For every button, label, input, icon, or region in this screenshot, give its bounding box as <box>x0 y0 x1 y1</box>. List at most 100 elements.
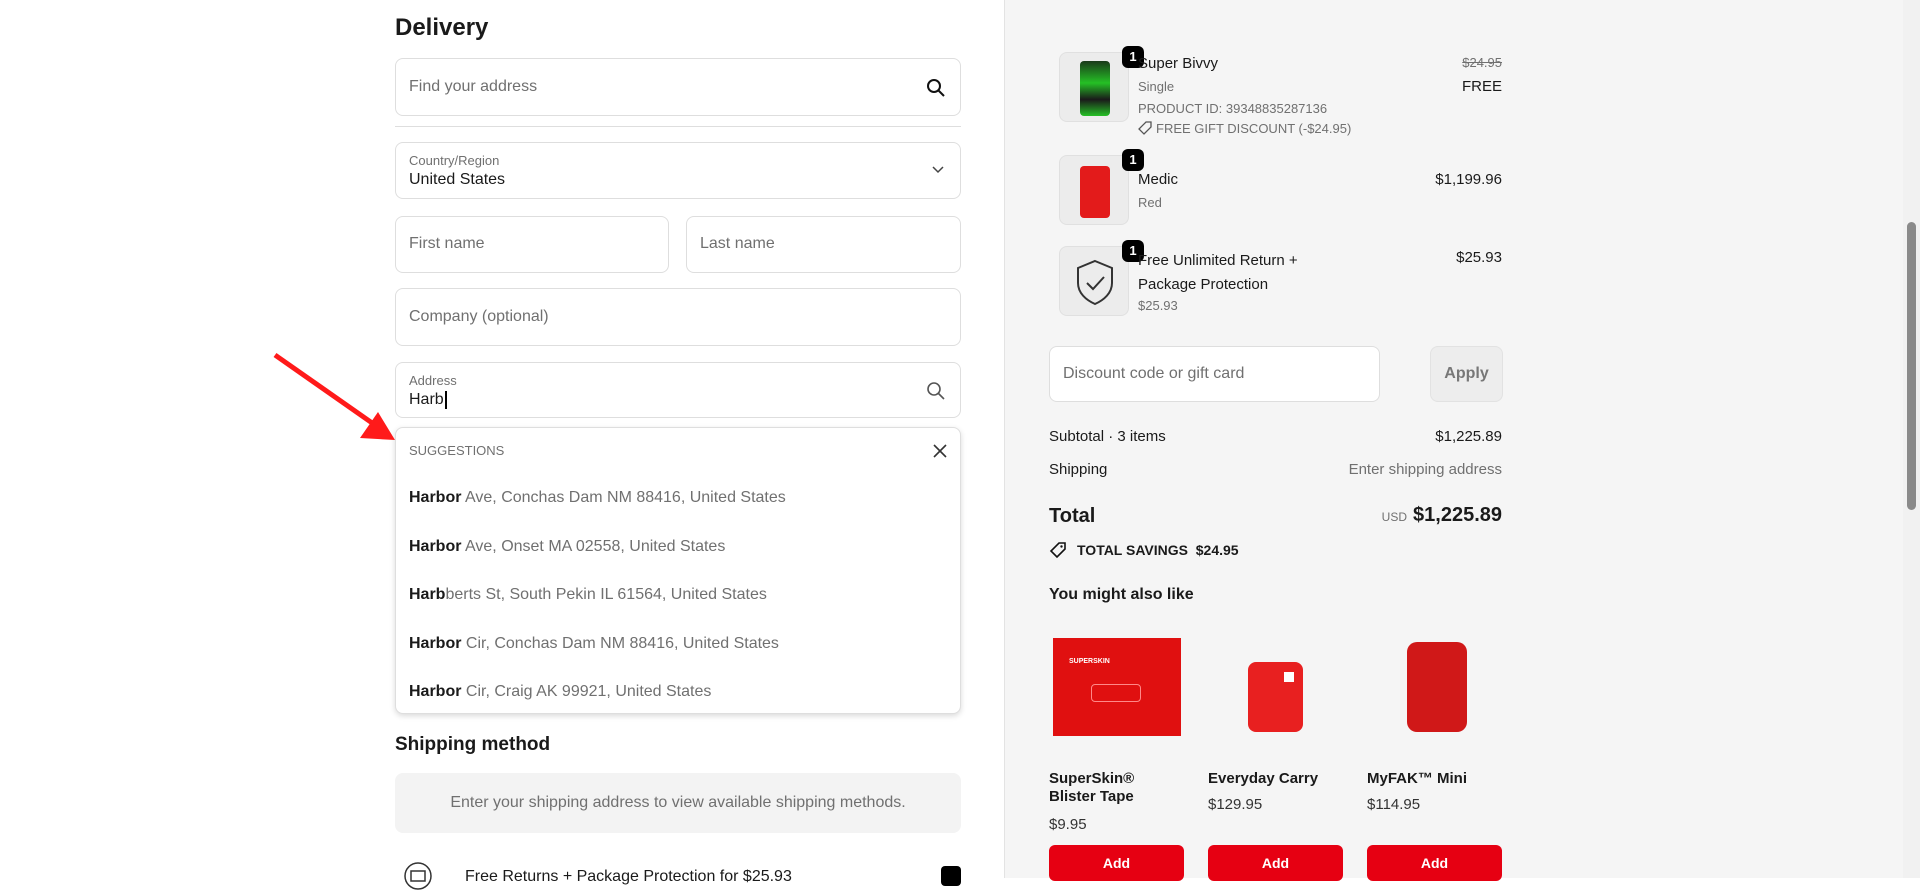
savings-label: TOTAL SAVINGS <box>1077 542 1188 558</box>
item-discount: FREE GIFT DISCOUNT (-$24.95) <box>1156 121 1352 136</box>
search-icon[interactable] <box>926 78 946 98</box>
savings-value: $24.95 <box>1195 542 1239 558</box>
company-input[interactable]: Company (optional) <box>395 288 961 346</box>
product-card: Everyday Carry $129.95 Add <box>1208 630 1343 881</box>
item-variant: Red <box>1138 195 1162 210</box>
subtotal-label: Subtotal · 3 items <box>1049 428 1166 445</box>
divider <box>395 126 961 127</box>
shield-check-icon <box>1077 259 1113 306</box>
total-amount: USD $1,225.89 <box>1382 504 1502 527</box>
apply-button[interactable]: Apply <box>1430 346 1503 402</box>
suggestions-header: SUGGESTIONS <box>409 443 505 458</box>
product-price: $114.95 <box>1367 796 1421 813</box>
total-savings: TOTAL SAVINGS $24.95 <box>1077 542 1239 558</box>
close-icon[interactable] <box>933 444 947 458</box>
suggestion-item[interactable]: Harbor Ave, Onset MA 02558, United State… <box>409 538 725 556</box>
suggestion-rest: Cir, Conchas Dam NM 88416, United States <box>461 635 779 652</box>
shipping-info-box: Enter your shipping address to view avai… <box>395 773 961 833</box>
shield-image <box>1059 246 1129 316</box>
last-name-input[interactable]: Last name <box>686 216 961 273</box>
search-icon[interactable] <box>926 381 946 401</box>
scrollbar-thumb[interactable] <box>1907 222 1916 510</box>
package-protection-checkbox[interactable] <box>941 866 961 886</box>
item-name: Medic <box>1138 171 1179 188</box>
delivery-title: Delivery <box>395 14 489 41</box>
suggestion-item[interactable]: Harbor Cir, Craig AK 99921, United State… <box>409 683 711 701</box>
quantity-badge: 1 <box>1122 240 1144 262</box>
chevron-down-icon <box>932 166 944 174</box>
suggestion-match: Harbor <box>409 683 462 700</box>
country-label: Country/Region <box>409 153 500 168</box>
country-value: United States <box>409 171 506 188</box>
total-label: Total <box>1049 505 1096 527</box>
suggestion-rest: Ave, Onset MA 02558, United States <box>461 538 726 555</box>
recommendations-title: You might also like <box>1049 586 1194 603</box>
company-placeholder: Company (optional) <box>409 308 549 325</box>
suggestion-match: Harbor <box>409 538 462 555</box>
subtotal-value: $1,225.89 <box>1435 428 1502 445</box>
suggestion-match: Harbor <box>409 635 462 652</box>
product-price: $129.95 <box>1208 796 1263 813</box>
annotation-arrow <box>273 352 395 440</box>
shipping-value: Enter shipping address <box>1348 461 1502 478</box>
currency-code: USD <box>1381 510 1408 524</box>
suggestion-rest: Ave, Conchas Dam NM 88416, United States <box>461 489 786 506</box>
item-variant: $25.93 <box>1138 298 1178 313</box>
find-address-placeholder: Find your address <box>409 78 538 95</box>
discount-code-input[interactable]: Discount code or gift card <box>1049 346 1380 402</box>
product-name[interactable]: SuperSkin® Blister Tape <box>1049 770 1135 805</box>
shipping-label: Shipping <box>1049 461 1108 478</box>
suggestion-item[interactable]: Harbor Ave, Conchas Dam NM 88416, United… <box>409 489 786 507</box>
quantity-badge: 1 <box>1122 46 1144 68</box>
address-suggestions-dropdown: SUGGESTIONS Harbor Ave, Conchas Dam NM 8… <box>395 427 961 714</box>
total-value: $1,225.89 <box>1413 504 1502 526</box>
last-name-placeholder: Last name <box>700 235 775 252</box>
item-original-price: $24.95 <box>1462 55 1502 70</box>
discount-placeholder: Discount code or gift card <box>1063 365 1245 382</box>
superskin-image[interactable]: SUPERSKIN <box>1049 630 1184 745</box>
suggestion-item[interactable]: Harbor Cir, Conchas Dam NM 88416, United… <box>409 635 779 653</box>
order-summary-panel: 1 Super Bivvy Single PRODUCT ID: 3934883… <box>1004 0 1903 881</box>
address-input[interactable]: Address Harb <box>395 362 961 418</box>
item-variant: Single <box>1138 79 1175 94</box>
add-button[interactable]: Add <box>1367 845 1502 881</box>
suggestion-rest: Cir, Craig AK 99921, United States <box>461 683 712 700</box>
tag-icon <box>1138 121 1152 135</box>
address-value: Harb <box>409 391 447 409</box>
product-name[interactable]: MyFAK™ Mini <box>1367 770 1467 787</box>
apply-label: Apply <box>1444 365 1489 382</box>
product-price: $9.95 <box>1049 816 1087 833</box>
item-product-id: PRODUCT ID: 39348835287136 <box>1138 101 1328 116</box>
suggestion-match: Harbor <box>409 489 462 506</box>
item-price: $25.93 <box>1456 249 1502 266</box>
item-price: $1,199.96 <box>1435 171 1502 188</box>
quantity-badge: 1 <box>1122 149 1144 171</box>
shipping-method-title: Shipping method <box>395 734 551 755</box>
myfak-mini-image[interactable] <box>1367 630 1502 745</box>
suggestion-item[interactable]: Harbberts St, South Pekin IL 61564, Unit… <box>409 586 767 604</box>
product-name[interactable]: Everyday Carry <box>1208 770 1319 787</box>
package-return-icon <box>404 862 432 890</box>
item-price: FREE <box>1461 78 1502 95</box>
super-bivvy-image <box>1059 52 1129 122</box>
product-card: MyFAK™ Mini $114.95 Add <box>1367 630 1502 881</box>
scrollbar-track[interactable] <box>1903 0 1920 878</box>
country-select[interactable]: Country/Region United States <box>395 142 961 199</box>
first-name-input[interactable]: First name <box>395 216 669 273</box>
add-button[interactable]: Add <box>1049 845 1184 881</box>
medic-image <box>1059 155 1129 225</box>
suggestion-rest: berts St, South Pekin IL 61564, United S… <box>445 586 767 603</box>
item-name: Super Bivvy <box>1138 55 1219 72</box>
first-name-placeholder: First name <box>409 235 485 252</box>
address-label: Address <box>409 373 457 388</box>
item-name: Free Unlimited Return + Package Protecti… <box>1138 252 1298 293</box>
find-address-input[interactable]: Find your address <box>395 58 961 116</box>
shipping-info-text: Enter your shipping address to view avai… <box>450 794 906 811</box>
product-image-text: SUPERSKIN <box>1069 658 1110 665</box>
suggestion-match: Harb <box>409 586 446 603</box>
everyday-carry-image[interactable] <box>1208 630 1343 745</box>
savings-tag-icon <box>1049 542 1066 559</box>
package-protection-label: Free Returns + Package Protection for $2… <box>465 868 792 885</box>
product-card: SUPERSKIN SuperSkin® Blister Tape $9.95 … <box>1049 630 1184 881</box>
add-button[interactable]: Add <box>1208 845 1343 881</box>
